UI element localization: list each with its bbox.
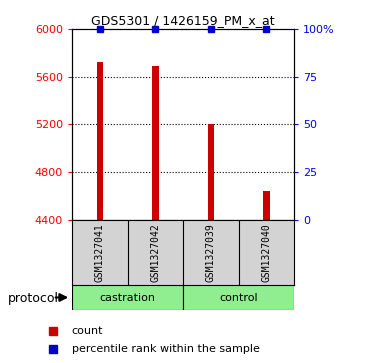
Text: protocol: protocol [7,292,58,305]
Bar [263,191,270,220]
Bar [97,62,103,220]
Text: GSM1327039: GSM1327039 [206,223,216,282]
Bar [152,66,159,220]
Bar [72,285,183,310]
Text: percentile rank within the sample: percentile rank within the sample [72,344,259,354]
Text: count: count [72,326,103,336]
Text: GSM1327040: GSM1327040 [261,223,272,282]
Text: GDS5301 / 1426159_PM_x_at: GDS5301 / 1426159_PM_x_at [91,14,275,27]
Text: castration: castration [100,293,156,303]
Text: GSM1327041: GSM1327041 [95,223,105,282]
Text: GSM1327042: GSM1327042 [150,223,161,282]
Bar [183,285,294,310]
Bar [208,124,214,220]
Text: control: control [219,293,258,303]
